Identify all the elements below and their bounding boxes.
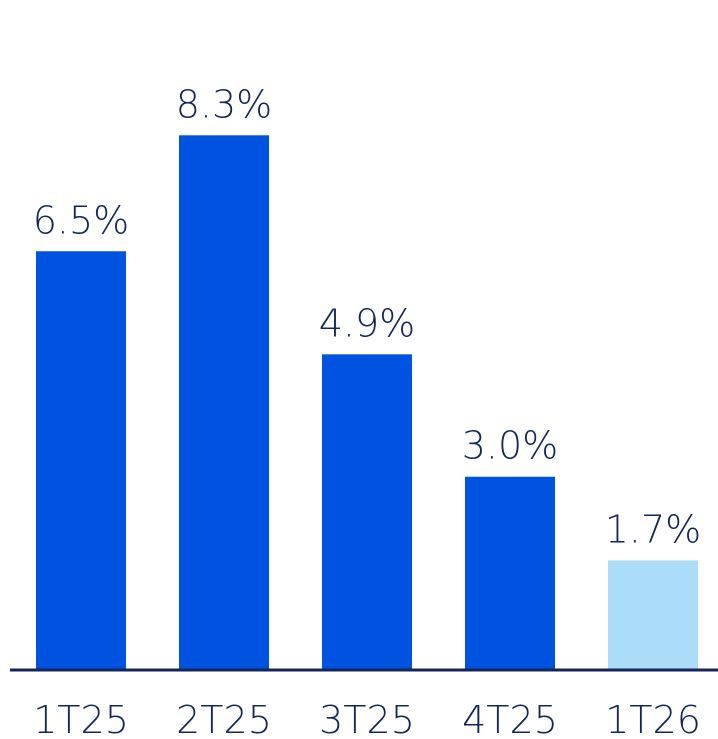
x-tick-label-4t25: 4T25 (462, 698, 558, 739)
x-tick-label-1t25: 1T25 (33, 698, 129, 739)
data-label-1t25: 6.5% (33, 198, 130, 242)
bar-3t25 (322, 354, 412, 670)
bar-2t25 (179, 135, 269, 671)
data-label-2t25: 8.3% (176, 82, 273, 126)
bar-1t25 (36, 251, 126, 670)
bar-4t25 (465, 476, 555, 670)
bar-1t26 (608, 560, 698, 670)
bars-group (36, 135, 698, 671)
x-tick-labels-group: 1T25 2T25 3T25 4T25 1T26 (33, 698, 701, 739)
data-label-3t25: 4.9% (319, 301, 416, 345)
data-label-1t26: 1.7% (605, 507, 702, 551)
data-label-4t25: 3.0% (462, 424, 559, 468)
x-tick-label-2t25: 2T25 (176, 698, 272, 739)
x-tick-label-1t26: 1T26 (605, 698, 701, 739)
data-labels-group: 6.5% 8.3% 4.9% 3.0% 1.7% (33, 82, 702, 551)
x-tick-label-3t25: 3T25 (319, 698, 415, 739)
